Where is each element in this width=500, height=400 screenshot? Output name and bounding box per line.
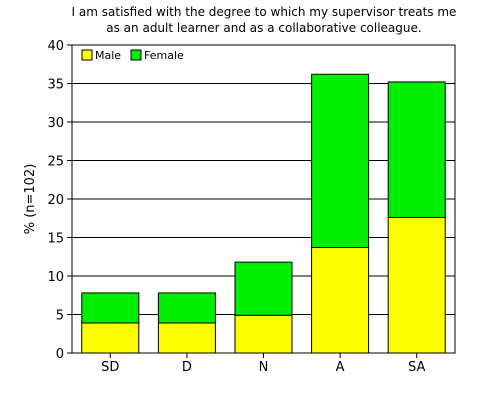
- y-axis-label: % (n=102): [23, 164, 38, 235]
- legend-female-label: Female: [144, 49, 184, 62]
- bar-female-n: [234, 261, 293, 316]
- bar-male-n: [234, 314, 293, 354]
- x-tick-label: SD: [101, 360, 119, 375]
- bar-female-d: [157, 292, 216, 324]
- gridlines: [72, 83, 455, 315]
- chart-title-line-1: I am satisfied with the degree to which …: [72, 5, 457, 19]
- y-tick-label: 15: [47, 232, 64, 247]
- y-tick-label: 20: [47, 193, 64, 208]
- bar-male-sd: [81, 322, 140, 354]
- plot-frame: [71, 44, 456, 354]
- bars: [81, 73, 446, 354]
- legend: Male Female: [81, 49, 184, 62]
- y-tick-label: 40: [47, 39, 64, 54]
- y-tick-label: 10: [47, 270, 64, 285]
- bar-female-a: [311, 73, 370, 249]
- x-tick-label: A: [336, 360, 345, 375]
- bar-male-sa: [387, 216, 446, 354]
- bar-female-sd: [81, 292, 140, 324]
- y-tick-label: 35: [47, 78, 64, 93]
- legend-female-swatch: [130, 49, 142, 61]
- x-tick-label: N: [259, 360, 269, 375]
- x-tick-label: SA: [408, 360, 425, 375]
- x-axis: SD D N A SA: [101, 353, 425, 375]
- bar-female-sa: [387, 81, 446, 218]
- bar-male-d: [157, 322, 216, 354]
- y-axis: 0 5 10 15 20 25 30 35 40: [47, 39, 72, 362]
- x-tick-label: D: [182, 360, 192, 375]
- bar-male-a: [311, 247, 370, 354]
- legend-male-label: Male: [95, 49, 121, 62]
- y-tick-label: 25: [47, 155, 64, 170]
- chart-title-line-2: as an adult learner and as a collaborati…: [106, 21, 421, 35]
- y-tick-label: 30: [47, 116, 64, 131]
- y-tick-label: 0: [56, 347, 64, 362]
- legend-male-swatch: [81, 49, 93, 61]
- y-tick-label: 5: [56, 309, 64, 324]
